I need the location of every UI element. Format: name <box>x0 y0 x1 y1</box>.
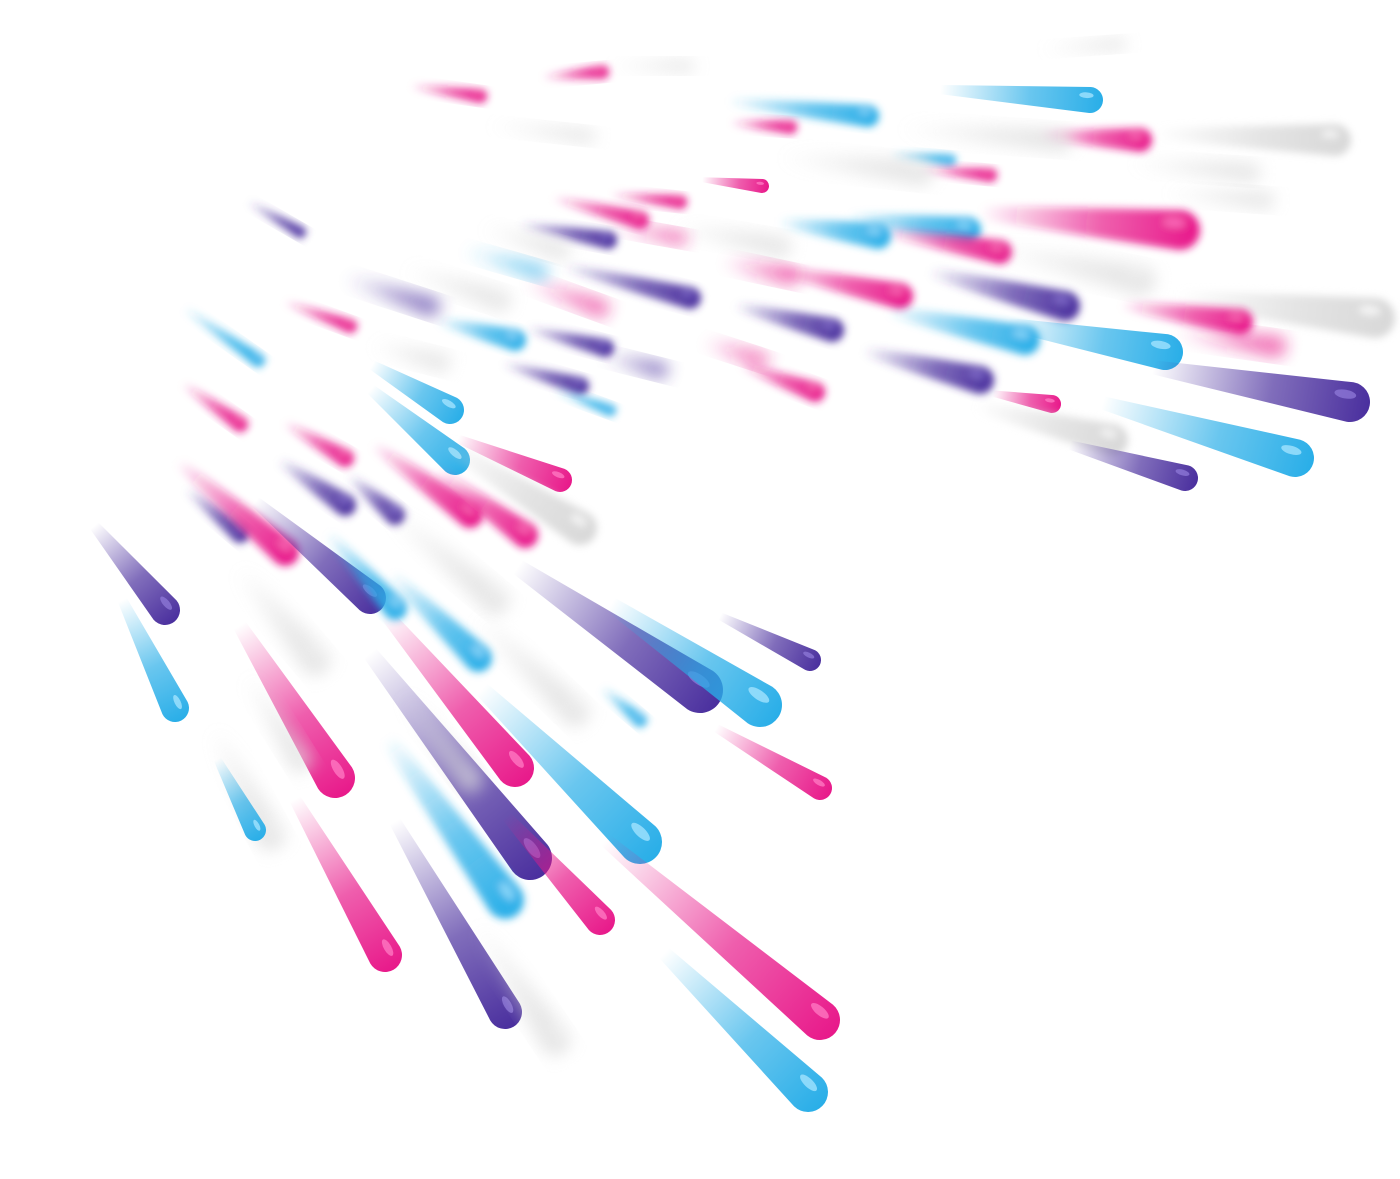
streak-white <box>398 690 483 793</box>
streak-white <box>441 438 597 545</box>
streak-purple <box>246 200 306 238</box>
streak-white <box>992 243 1155 295</box>
streak-magenta <box>713 724 832 800</box>
streak-white <box>470 611 589 726</box>
streak-cyan <box>659 948 828 1112</box>
streak-purple <box>518 221 617 249</box>
streak-purple <box>389 818 522 1029</box>
streak-white <box>482 224 570 260</box>
streak-magenta <box>992 390 1061 413</box>
streak-magenta <box>610 223 687 245</box>
streak-purple <box>601 352 668 378</box>
streak-white <box>900 124 1072 152</box>
streak-magenta <box>771 264 913 309</box>
streak-magenta <box>174 458 299 566</box>
streak-cyan <box>462 247 548 280</box>
streak-magenta <box>233 621 355 798</box>
streak-cyan <box>1100 396 1314 477</box>
streak-purple <box>513 560 723 713</box>
streak-cyan <box>600 685 647 727</box>
streak-magenta <box>601 834 840 1040</box>
streak-magenta <box>1120 300 1253 335</box>
streak-cyan <box>606 597 782 727</box>
streak-cyan <box>886 305 1040 355</box>
streak-white <box>974 400 1128 456</box>
streak-cyan <box>476 683 662 864</box>
streak-magenta <box>181 381 248 432</box>
streak-white <box>780 152 933 185</box>
streak-cyan <box>388 571 492 672</box>
streak-cyan <box>1006 318 1183 370</box>
streak-purple <box>718 612 821 671</box>
streak-purple <box>862 346 994 394</box>
streak-purple <box>90 522 180 625</box>
streak-magenta <box>370 440 483 528</box>
streak-magenta <box>289 796 402 972</box>
streak-cyan <box>324 530 407 620</box>
streak-cyan <box>182 306 265 367</box>
streak-cyan <box>728 97 879 127</box>
streak-purple <box>526 325 614 357</box>
streak-white <box>1040 38 1126 52</box>
streak-magenta <box>920 166 997 182</box>
streak-white <box>1154 124 1351 156</box>
streak-white <box>472 920 570 1055</box>
streak-cyan <box>436 316 526 351</box>
streak-magenta <box>1175 328 1286 357</box>
streak-magenta <box>282 420 354 467</box>
streak-purple <box>733 301 844 342</box>
streak-white <box>233 564 330 675</box>
streak-cyan <box>382 734 524 919</box>
streak-magenta <box>702 177 769 193</box>
streak-white <box>1165 189 1274 209</box>
streak-magenta <box>283 299 357 333</box>
streak-cyan <box>890 152 956 166</box>
streak-magenta <box>551 195 649 229</box>
streak-purple <box>502 360 589 395</box>
streak-white <box>371 341 450 372</box>
streak-magenta <box>702 338 768 368</box>
streak-cyan <box>369 360 464 424</box>
streak-magenta <box>610 192 687 209</box>
streak-white <box>243 672 312 772</box>
streak-cyan <box>214 757 266 841</box>
streak-white <box>384 506 509 614</box>
streak-magenta <box>980 205 1200 250</box>
streak-purple <box>276 457 356 516</box>
streak-magenta <box>523 277 609 317</box>
streak-cyan <box>117 597 189 722</box>
streak-cyan <box>552 387 616 416</box>
streak-magenta <box>720 258 799 285</box>
streak-magenta <box>381 610 534 787</box>
streak-layer <box>90 38 1395 1112</box>
streak-magenta <box>502 812 615 935</box>
streak-white <box>488 123 595 143</box>
streak-white <box>209 726 285 850</box>
streak-white <box>1130 160 1260 182</box>
streak-cyan <box>778 217 891 249</box>
streak-purple <box>1068 440 1198 491</box>
streak-magenta <box>433 466 538 548</box>
streak-white <box>671 223 791 257</box>
streak-magenta <box>456 434 572 492</box>
streak-white <box>403 265 511 311</box>
streak-cyan <box>940 84 1103 113</box>
streak-magenta <box>542 65 609 80</box>
streak-magenta <box>729 120 797 134</box>
streak-magenta <box>410 83 487 103</box>
streak-purple <box>927 267 1080 321</box>
streak-magenta <box>738 361 825 402</box>
streak-white <box>1175 290 1395 338</box>
streak-purple <box>562 262 701 309</box>
streak-white <box>608 60 694 72</box>
streak-purple <box>1151 360 1370 422</box>
streak-purple <box>343 274 440 316</box>
streak-purple <box>184 486 249 543</box>
